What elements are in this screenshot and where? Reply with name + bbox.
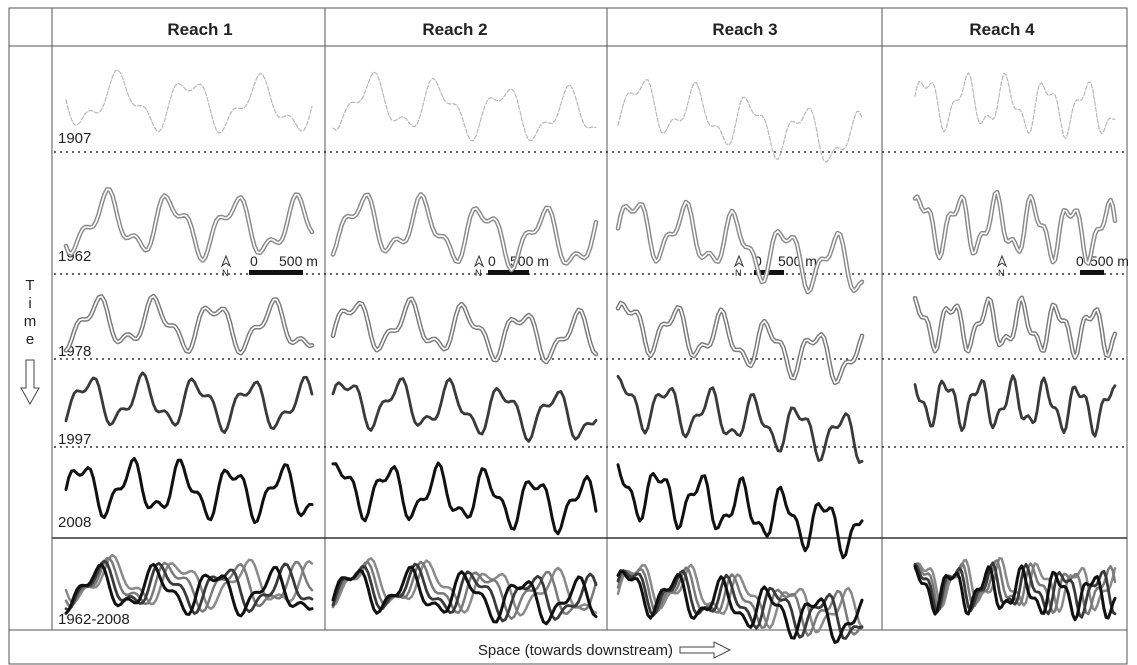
row-label-2008: 2008 [58,514,91,531]
scale-distance: 500 m [1090,253,1129,269]
row-label-1962-2008: 1962-2008 [58,611,130,628]
river-channel-1997-reach-1 [64,371,314,434]
row-label-1997: 1997 [58,431,91,448]
river-channel-1907-reach-4 [914,72,1116,139]
river-channel-1907-reach-3 [617,79,863,163]
column-header-reach-4: Reach 4 [969,20,1035,39]
river-channel-2008-reach-2 [331,461,598,536]
river-channel-1978-reach-1 [63,293,315,356]
river-channel-1907-reach-1 [65,69,313,134]
river-overlay-1962-2008-reach-3-layer-4 [616,569,864,644]
river-overlay-1962-2008-reach-3-layer-3 [616,569,864,640]
river-channel-1962-reach-3-core [617,201,863,293]
river-channel-1978-reach-4-core [914,297,1116,359]
river-channel-1997-reach-2 [331,377,598,443]
scale-zero: 0 [754,253,762,269]
river-channel-1907-reach-2 [332,71,597,142]
scale-zero: 0 [1076,253,1084,269]
river-channel-1997-reach-3 [616,374,864,464]
scale-bar-reach-1: N 0 500 m [220,253,318,278]
down-arrow-icon [20,359,40,406]
time-axis-letter-i: i [28,295,31,312]
river-overlay-1962-2008-reach-2-layer-4 [331,565,598,626]
scale-distance: 500 m [279,253,318,269]
river-channel-1978-reach-1-core [65,295,313,354]
river-channel-1962-reach-4-core [914,191,1116,265]
north-arrow-icon [473,254,485,268]
river-overlay-1962-2008-reach-1-layer-4 [64,562,314,618]
scale-zero: 0 [250,253,258,269]
north-arrow-icon [220,254,232,268]
scale-bar-reach-4: N 0 500 m [996,253,1129,278]
table-frame [8,7,1128,665]
north-label: N [998,268,1005,278]
time-axis-letter-t: T [25,277,34,294]
column-header-reach-3: Reach 3 [712,20,777,39]
river-channel-2008-reach-3 [616,463,864,560]
river-channel-1997-reach-4 [913,374,1117,438]
north-label: N [475,268,482,278]
north-label: N [222,268,229,278]
right-arrow-icon [679,641,732,659]
river-channel-1962-reach-3 [615,199,865,295]
north-arrow-icon [733,254,745,268]
row-label-1907: 1907 [58,130,91,147]
river-planforms [63,69,1118,644]
scale-distance: 500 m [778,253,817,269]
river-overlay-1962-2008-reach-2-layer-2 [331,560,598,620]
column-header-reach-2: Reach 2 [422,20,487,39]
time-axis-letter-e: e [26,331,34,348]
river-channel-1962-reach-2-core [332,193,597,271]
column-header-reach-1: Reach 1 [167,20,232,39]
scale-zero: 0 [488,253,496,269]
row-label-1978: 1978 [58,343,91,360]
river-overlay-1962-2008-reach-3-layer-2 [616,566,864,637]
time-axis-letter-m: m [24,313,37,330]
north-label: N [735,268,742,278]
space-axis-label: Space (towards downstream) [478,642,673,659]
river-channel-1962-reach-1-core [65,188,313,262]
river-overlay-1962-2008-reach-4-layer-4 [913,564,1117,622]
river-channel-2008-reach-1 [64,456,314,525]
river-channel-1978-reach-3-core [617,302,863,384]
river-overlay-1962-2008-reach-1-layer-3 [64,559,314,615]
river-channel-1978-reach-2-core [332,298,597,363]
row-dividers [54,151,1126,448]
north-arrow-icon [996,254,1008,268]
